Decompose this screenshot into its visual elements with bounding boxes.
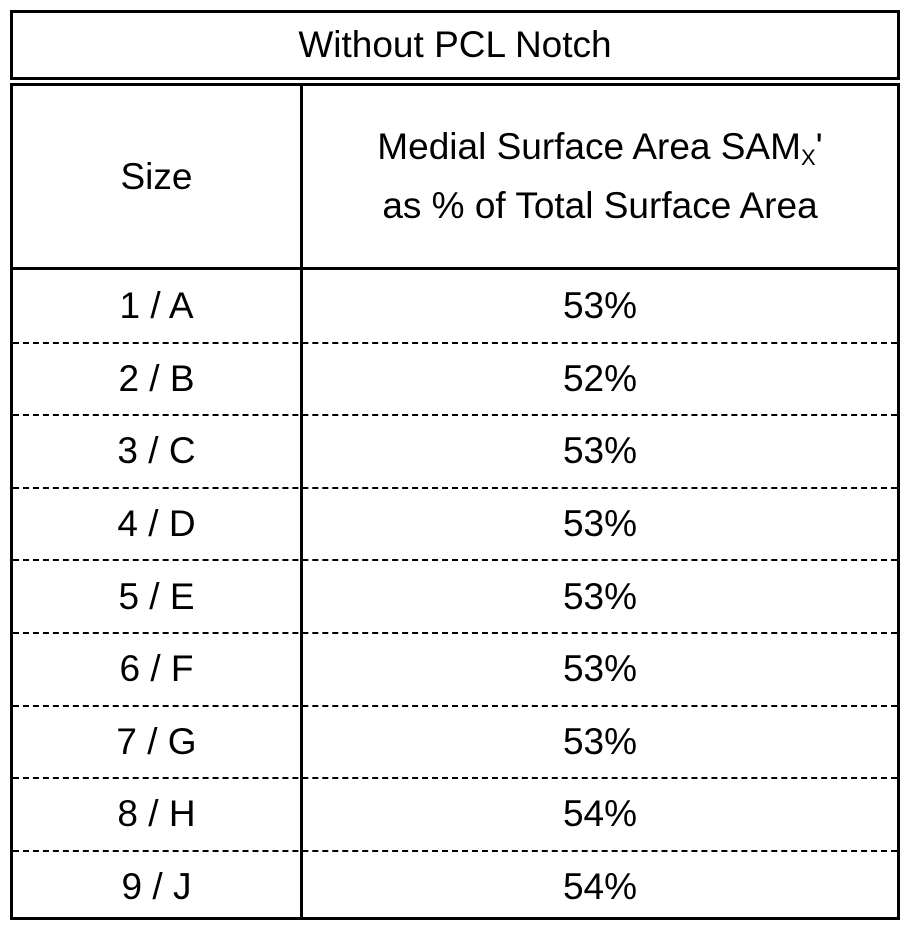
cell-percent: 53%: [303, 560, 897, 633]
cell-size: 8 / H: [13, 778, 300, 851]
table-row: 3 / C 53%: [13, 415, 897, 488]
header-medial-surface-area: Medial Surface Area SAMX' as % of Total …: [303, 86, 897, 267]
header-prime: ': [816, 126, 823, 167]
table-row: 6 / F 53%: [13, 633, 897, 706]
cell-size: 1 / A: [13, 270, 300, 343]
cell-size: 5 / E: [13, 560, 300, 633]
table-row: 1 / A 53%: [13, 270, 897, 343]
table-row: 2 / B 52%: [13, 343, 897, 416]
cell-percent: 53%: [303, 488, 897, 561]
table-row: 9 / J 54%: [13, 851, 897, 924]
cell-percent: 52%: [303, 343, 897, 416]
cell-size: 2 / B: [13, 343, 300, 416]
header-size-label: Size: [121, 153, 193, 201]
cell-percent: 53%: [303, 270, 897, 343]
header-line-2: as % of Total Surface Area: [377, 182, 822, 230]
table-title-text: Without PCL Notch: [298, 24, 611, 66]
cell-percent: 53%: [303, 706, 897, 779]
cell-size: 7 / G: [13, 706, 300, 779]
cell-percent: 54%: [303, 851, 897, 924]
table-row: 7 / G 53%: [13, 706, 897, 779]
header-size: Size: [13, 86, 300, 267]
table-row: 5 / E 53%: [13, 560, 897, 633]
table-body: 1 / A 53% 2 / B 52% 3 / C 53% 4 / D 53% …: [13, 270, 897, 917]
cell-size: 3 / C: [13, 415, 300, 488]
table-row: 4 / D 53%: [13, 488, 897, 561]
header-line-1-text: Medial Surface Area SAM: [377, 126, 801, 167]
cell-percent: 53%: [303, 633, 897, 706]
cell-size: 4 / D: [13, 488, 300, 561]
cell-size: 6 / F: [13, 633, 300, 706]
cell-percent: 54%: [303, 778, 897, 851]
cell-size: 9 / J: [13, 851, 300, 924]
header-row: Size Medial Surface Area SAMX' as % of T…: [13, 86, 897, 270]
header-subscript: X: [801, 145, 816, 170]
table-row: 8 / H 54%: [13, 778, 897, 851]
table-title: Without PCL Notch: [10, 10, 900, 80]
header-line-1: Medial Surface Area SAMX': [377, 123, 822, 182]
data-table: Size Medial Surface Area SAMX' as % of T…: [10, 83, 900, 920]
cell-percent: 53%: [303, 415, 897, 488]
